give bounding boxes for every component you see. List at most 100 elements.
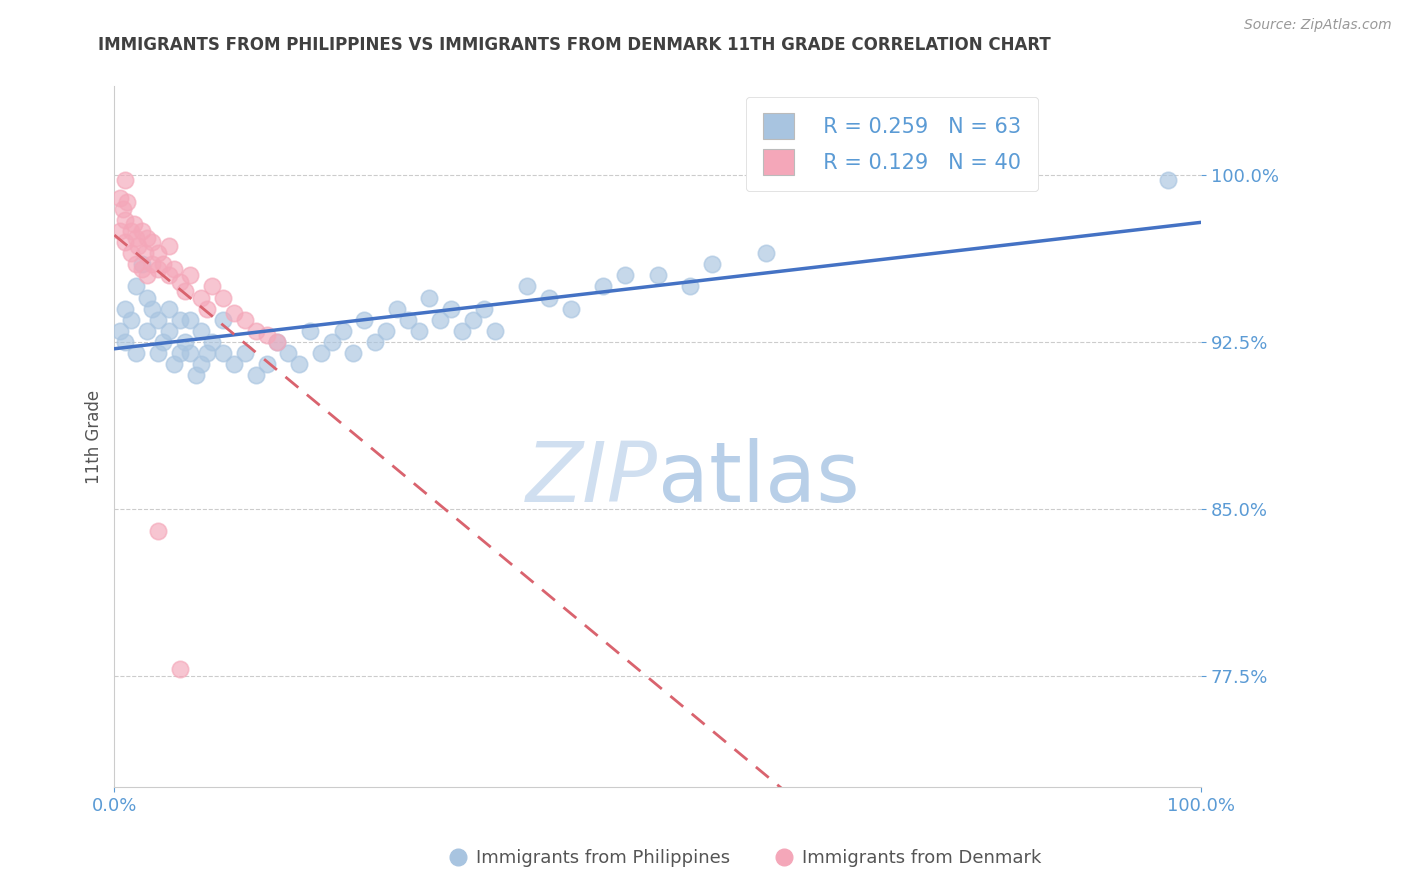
- Point: [122, 217, 145, 231]
- Point: [560, 301, 582, 316]
- Point: [201, 279, 224, 293]
- Point: [364, 335, 387, 350]
- Point: [537, 291, 560, 305]
- Point: [136, 230, 159, 244]
- Point: [614, 268, 637, 283]
- Point: [141, 301, 163, 316]
- Point: [169, 313, 191, 327]
- Point: [157, 301, 180, 316]
- Point: [342, 346, 364, 360]
- Point: [195, 346, 218, 360]
- Point: [679, 279, 702, 293]
- Point: [451, 324, 474, 338]
- Point: [408, 324, 430, 338]
- Point: [131, 257, 153, 271]
- Point: [127, 239, 149, 253]
- Point: [157, 324, 180, 338]
- Point: [700, 257, 723, 271]
- Legend: Immigrants from Philippines, Immigrants from Denmark: Immigrants from Philippines, Immigrants …: [441, 842, 1049, 874]
- Point: [190, 357, 212, 371]
- Point: [396, 313, 419, 327]
- Point: [266, 335, 288, 350]
- Point: [233, 313, 256, 327]
- Point: [179, 268, 201, 283]
- Point: [163, 357, 186, 371]
- Point: [256, 357, 278, 371]
- Point: [136, 324, 159, 338]
- Point: [163, 261, 186, 276]
- Point: [298, 324, 321, 338]
- Point: [321, 335, 343, 350]
- Point: [190, 291, 212, 305]
- Point: [212, 313, 235, 327]
- Point: [152, 257, 174, 271]
- Text: atlas: atlas: [658, 438, 859, 519]
- Point: [125, 279, 148, 293]
- Point: [288, 357, 311, 371]
- Point: [190, 324, 212, 338]
- Point: [201, 335, 224, 350]
- Point: [108, 324, 131, 338]
- Point: [114, 301, 136, 316]
- Point: [332, 324, 354, 338]
- Point: [169, 346, 191, 360]
- Point: [516, 279, 538, 293]
- Point: [125, 230, 148, 244]
- Point: [114, 235, 136, 249]
- Point: [108, 190, 131, 204]
- Point: [146, 261, 169, 276]
- Point: [375, 324, 398, 338]
- Y-axis label: 11th Grade: 11th Grade: [86, 390, 103, 483]
- Point: [114, 335, 136, 350]
- Point: [1157, 173, 1180, 187]
- Point: [141, 257, 163, 271]
- Point: [169, 662, 191, 676]
- Point: [125, 257, 148, 271]
- Point: [647, 268, 669, 283]
- Point: [385, 301, 408, 316]
- Point: [141, 235, 163, 249]
- Text: IMMIGRANTS FROM PHILIPPINES VS IMMIGRANTS FROM DENMARK 11TH GRADE CORRELATION CH: IMMIGRANTS FROM PHILIPPINES VS IMMIGRANT…: [98, 36, 1052, 54]
- Point: [117, 194, 139, 209]
- Point: [146, 246, 169, 260]
- Point: [179, 313, 201, 327]
- Text: Source: ZipAtlas.com: Source: ZipAtlas.com: [1244, 18, 1392, 32]
- Point: [157, 268, 180, 283]
- Legend:   R = 0.259   N = 63,   R = 0.129   N = 40: R = 0.259 N = 63, R = 0.129 N = 40: [747, 96, 1038, 192]
- Point: [120, 313, 142, 327]
- Point: [353, 313, 375, 327]
- Point: [277, 346, 299, 360]
- Point: [146, 346, 169, 360]
- Point: [245, 368, 267, 383]
- Point: [169, 275, 191, 289]
- Point: [245, 324, 267, 338]
- Point: [146, 524, 169, 538]
- Point: [309, 346, 332, 360]
- Point: [418, 291, 440, 305]
- Point: [461, 313, 484, 327]
- Point: [592, 279, 614, 293]
- Point: [114, 212, 136, 227]
- Point: [266, 335, 288, 350]
- Point: [179, 346, 201, 360]
- Point: [120, 224, 142, 238]
- Point: [195, 301, 218, 316]
- Point: [174, 335, 197, 350]
- Point: [429, 313, 451, 327]
- Point: [108, 224, 131, 238]
- Point: [131, 261, 153, 276]
- Point: [112, 202, 135, 216]
- Point: [136, 291, 159, 305]
- Point: [114, 173, 136, 187]
- Text: ZIP: ZIP: [526, 438, 658, 519]
- Point: [136, 268, 159, 283]
- Point: [131, 224, 153, 238]
- Point: [222, 306, 245, 320]
- Point: [157, 239, 180, 253]
- Point: [472, 301, 495, 316]
- Point: [212, 346, 235, 360]
- Point: [134, 246, 156, 260]
- Point: [125, 346, 148, 360]
- Point: [184, 368, 207, 383]
- Point: [484, 324, 506, 338]
